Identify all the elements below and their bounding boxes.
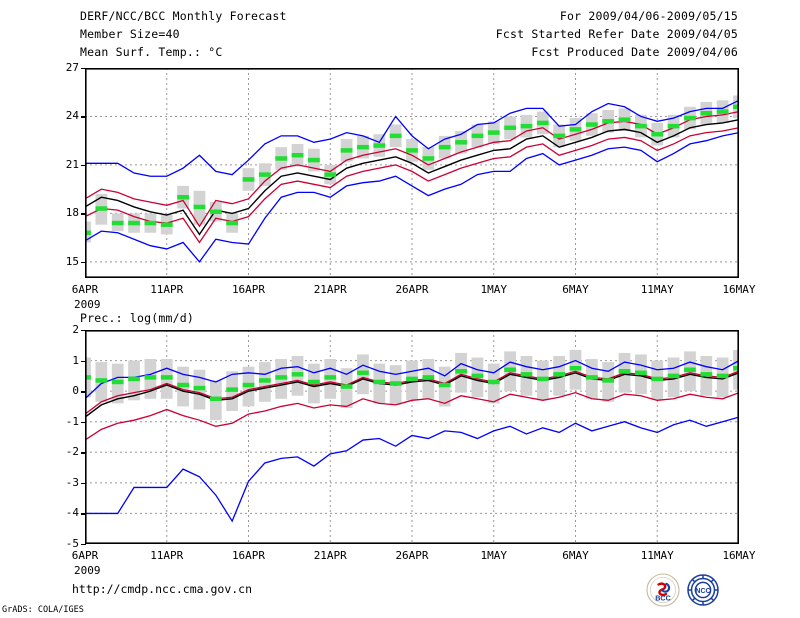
- temp-panel-label: Mean Surf. Temp.: °C: [80, 45, 223, 59]
- precipitation-chart: [85, 330, 739, 544]
- y-tick-label: -2: [65, 445, 79, 459]
- x-tick-label: 16MAY: [722, 283, 756, 296]
- precip-panel-label: Prec.: log(mm/d): [80, 311, 194, 325]
- y-tick-mark: [81, 330, 86, 332]
- y-tick-mark: [81, 261, 86, 264]
- x-tick-label: 11MAY: [640, 549, 674, 562]
- series-lower_quartile: [85, 391, 739, 441]
- x-tick-label: 26APR: [395, 549, 429, 562]
- y-tick-mark: [81, 421, 86, 424]
- y-tick-mark: [81, 513, 86, 515]
- series-min: [85, 416, 739, 523]
- y-tick-label: 0: [72, 384, 79, 398]
- x-tick-label: 6MAY: [562, 549, 589, 562]
- x-tick-label: 16APR: [231, 283, 266, 296]
- svg-text:BCC: BCC: [655, 593, 671, 602]
- x-tick-label: 16APR: [231, 549, 266, 562]
- x-tick-label: 11APR: [150, 549, 184, 562]
- y-tick-mark: [81, 544, 86, 546]
- y-tick-label: 1: [72, 353, 79, 367]
- series-min: [85, 131, 739, 263]
- y-tick-label: -5: [65, 537, 79, 550]
- y-tick-mark: [81, 164, 86, 167]
- series-ensemble_mean: [85, 119, 739, 236]
- y-tick-label: 2: [72, 323, 79, 336]
- x-tick-label: 21APR: [313, 549, 347, 562]
- x-tick-label: 21APR: [313, 283, 347, 296]
- y-tick-label: 27: [65, 61, 79, 74]
- x-tick-label: 6APR: [71, 283, 99, 296]
- temperature-plot-area: [85, 68, 739, 278]
- series-max: [85, 99, 739, 177]
- member-size-label: Member Size=40: [80, 27, 180, 41]
- x-tick-label: 1MAY: [480, 549, 508, 562]
- y-tick-label: -1: [65, 414, 79, 428]
- y-tick-mark: [81, 213, 86, 215]
- forecast-range-label: For 2009/04/06-2009/05/15: [559, 9, 738, 23]
- x-tick-label: 16MAY: [722, 549, 756, 562]
- x-tick-label: 11APR: [150, 283, 184, 296]
- temperature-chart: [85, 68, 739, 278]
- y-tick-label: 18: [65, 206, 79, 220]
- fcst-produced-label: Fcst Produced Date 2009/04/06: [531, 45, 738, 59]
- plot-frame: [85, 68, 739, 278]
- series-max: [85, 359, 739, 400]
- y-tick-mark: [81, 482, 86, 485]
- y-tick-mark: [81, 391, 86, 393]
- y-tick-mark: [81, 360, 86, 362]
- y-tick-mark: [81, 116, 86, 118]
- temperature-year-label: 2009: [74, 298, 101, 311]
- series-ensemble_mean: [85, 372, 739, 418]
- grads-credit: GrADS: COLA/IGES: [2, 605, 84, 615]
- x-tick-label: 11MAY: [640, 283, 674, 296]
- y-tick-label: 24: [65, 109, 79, 123]
- forecast-title: DERF/NCC/BCC Monthly Forecast: [80, 9, 287, 23]
- plot-frame: [85, 330, 739, 544]
- ncc-logo: NCC: [686, 573, 720, 607]
- x-tick-label: 6APR: [71, 549, 99, 562]
- website-url[interactable]: http://cmdp.ncc.cma.gov.cn: [72, 582, 253, 596]
- y-tick-mark: [81, 68, 86, 70]
- series-upper_quartile: [85, 110, 739, 228]
- x-tick-label: 1MAY: [480, 283, 508, 296]
- bcc-logo: BCC: [646, 573, 680, 607]
- x-tick-label: 26APR: [395, 283, 429, 296]
- y-tick-label: -4: [65, 506, 79, 520]
- precipitation-year-label: 2009: [74, 564, 101, 577]
- svg-text:NCC: NCC: [695, 588, 710, 595]
- y-tick-label: 21: [65, 157, 79, 171]
- x-tick-label: 6MAY: [562, 283, 589, 296]
- fcst-started-label: Fcst Started Refer Date 2009/04/05: [495, 27, 738, 41]
- precipitation-plot-area: [85, 330, 739, 544]
- y-tick-label: -3: [65, 475, 79, 489]
- y-tick-label: 15: [65, 254, 79, 268]
- series-lower_quartile: [85, 127, 739, 244]
- y-tick-mark: [81, 452, 86, 454]
